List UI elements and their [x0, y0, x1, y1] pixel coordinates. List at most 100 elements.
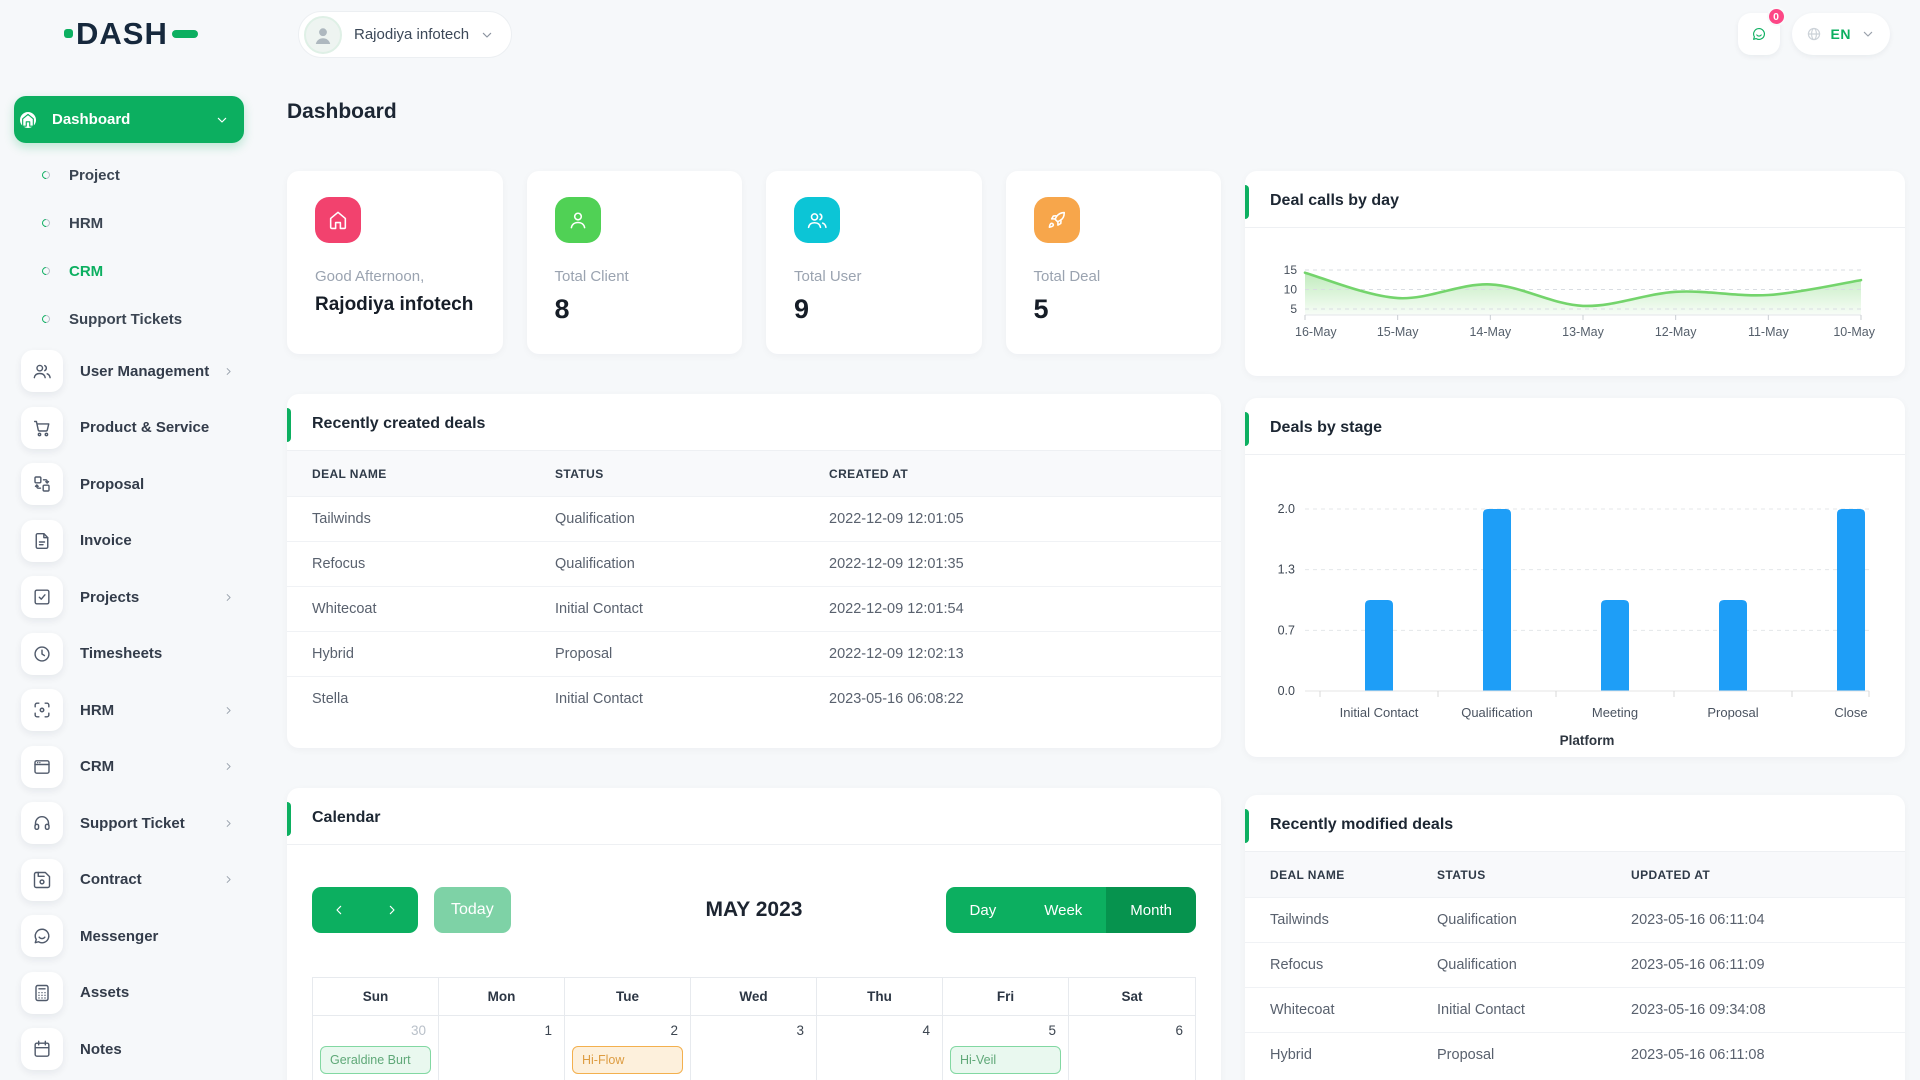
sidebar-item-support-ticket[interactable]: Support Ticket: [14, 795, 265, 852]
stat-card-value: 8: [554, 294, 570, 324]
date-cell: 2022-12-09 12:01:54: [829, 601, 964, 617]
sidebar-item-messenger[interactable]: Messenger: [14, 908, 265, 965]
headset-icon: [21, 802, 63, 845]
stat-card-label: Good Afternoon,: [315, 268, 425, 285]
sidebar-item-assets[interactable]: Assets: [14, 965, 265, 1022]
table-row: Hybrid Proposal 2022-12-09 12:02:13: [287, 631, 1221, 676]
calendar-day-number: 5: [1048, 1023, 1056, 1038]
sidebar-item-invoice[interactable]: Invoice: [14, 513, 265, 570]
sidebar-item-contract[interactable]: Contract: [14, 852, 265, 909]
calendar-today-button[interactable]: Today: [434, 887, 511, 933]
sidebar-item-label: User Management: [80, 362, 210, 380]
sidebar-subitem-hrm[interactable]: HRM: [14, 199, 265, 247]
stat-card-value: 5: [1033, 294, 1049, 324]
deal-name-cell: Whitecoat: [312, 601, 377, 617]
recently-created-deals-table: DEAL NAME STATUS CREATED AT Tailwinds Qualif…: [287, 451, 1221, 721]
chevron-right-icon: [222, 817, 235, 830]
card-title: Calendar: [312, 809, 381, 826]
company-name: Rajodiya infotech: [354, 26, 470, 43]
calendar-view-day-button[interactable]: Day: [945, 887, 1021, 933]
calendar-event[interactable]: Hi-Flow: [572, 1046, 683, 1074]
sidebar-item-product-service[interactable]: Product & Service: [14, 400, 265, 457]
sidebar-item-label: Support Ticket: [80, 814, 185, 832]
sidebar-subitem-support-tickets[interactable]: Support Tickets: [14, 295, 265, 343]
deal-calls-by-day-card: Deal calls by day 5 10 15 16-May 15-May 14-Ma…: [1245, 171, 1905, 376]
sidebar-subitem-crm[interactable]: CRM: [14, 247, 265, 295]
card-header: Recently created deals: [287, 394, 1221, 451]
chat-icon: [21, 915, 63, 958]
recently-modified-deals-card: Recently modified deals DEAL NAME STATUS U…: [1245, 795, 1905, 1080]
sidebar-item-projects[interactable]: Projects: [14, 569, 265, 626]
status-cell: Qualification: [555, 556, 635, 572]
status-cell: Initial Contact: [555, 691, 643, 707]
svg-text:10-May: 10-May: [1833, 325, 1875, 339]
language-selector[interactable]: EN: [1791, 13, 1890, 55]
invoice-icon: [21, 519, 63, 562]
bullet-icon: [40, 217, 52, 229]
table-row: Refocus Qualification 2023-05-16 06:11:09: [1245, 942, 1905, 987]
sidebar-item-label: Messenger: [80, 927, 159, 945]
main-content: Dashboard Good Afternoon, Rajodiya infote…: [287, 70, 1905, 1080]
calendar-day-cell[interactable]: 30 Geraldine Burt: [313, 1015, 439, 1080]
status-cell: Qualification: [1437, 957, 1517, 973]
column-header: CREATED AT: [829, 466, 909, 481]
calendar-weekday-row: Sun Mon Tue Wed Thu Fri Sat: [313, 978, 1195, 1015]
logo-dot-icon: [64, 29, 73, 38]
svg-text:5: 5: [1290, 302, 1297, 316]
calculator-icon: [21, 971, 63, 1014]
app-logo[interactable]: DASH: [64, 18, 198, 49]
sidebar-item-proposal[interactable]: Proposal: [14, 456, 265, 513]
recently-modified-deals-table: DEAL NAME STATUS UPDATED AT Tailwinds Qualif…: [1245, 852, 1905, 1077]
users-icon: [794, 197, 840, 243]
deal-name-cell: Tailwinds: [312, 511, 371, 527]
table-header-row: DEAL NAME STATUS UPDATED AT: [1245, 852, 1905, 897]
column-header: DEAL NAME: [1270, 867, 1345, 882]
sidebar-subitem-label: HRM: [69, 214, 104, 232]
calendar-day-cell[interactable]: 5 Hi-Veil: [943, 1015, 1069, 1080]
calendar-day-number: 4: [922, 1023, 930, 1038]
sidebar-item-label: Assets: [80, 984, 130, 1002]
chevron-right-icon: [222, 365, 235, 378]
calendar-event[interactable]: Geraldine Burt: [320, 1046, 431, 1074]
sidebar-item-hrm[interactable]: HRM: [14, 682, 265, 739]
calendar-view-month-button[interactable]: Month: [1106, 887, 1196, 933]
calendar-prev-button[interactable]: [312, 887, 365, 933]
messages-button[interactable]: 0: [1737, 7, 1786, 55]
sidebar-items: User Management Product & Service Proposal…: [14, 343, 265, 1078]
sidebar-item-crm[interactable]: CRM: [14, 739, 265, 796]
sidebar-item-dashboard[interactable]: Dashboard: [14, 96, 244, 143]
calendar-weekday: Fri: [943, 978, 1069, 1015]
deal-name-cell: Hybrid: [312, 646, 354, 662]
stat-card-label: Total Client: [554, 268, 629, 285]
recently-created-deals-card: Recently created deals DEAL NAME STATUS CR…: [287, 394, 1221, 748]
calendar-day-number: 2: [670, 1023, 678, 1038]
sidebar-subitem-project[interactable]: Project: [14, 151, 265, 199]
sidebar-item-user-management[interactable]: User Management: [14, 343, 265, 400]
bullet-icon: [40, 169, 52, 181]
sidebar-item-notes[interactable]: Notes: [14, 1021, 265, 1078]
calendar-day-cell[interactable]: 4: [817, 1015, 943, 1080]
calendar-next-button[interactable]: [365, 887, 418, 933]
company-selector[interactable]: Rajodiya infotech: [298, 11, 513, 58]
calendar-nav: [312, 887, 418, 933]
calendar-day-cell[interactable]: 3: [691, 1015, 817, 1080]
sidebar-subitem-label: CRM: [69, 262, 104, 280]
check-square-icon: [21, 576, 63, 619]
column-header: STATUS: [555, 466, 604, 481]
rocket-icon: [1033, 197, 1080, 243]
chevron-down-icon: [479, 27, 495, 43]
chevron-down-icon: [1860, 26, 1876, 42]
calendar-view-week-button[interactable]: Week: [1020, 887, 1107, 933]
sidebar-item-timesheets[interactable]: Timesheets: [14, 626, 265, 683]
svg-text:Close: Close: [1834, 705, 1867, 720]
calendar-event[interactable]: Hi-Veil: [950, 1046, 1061, 1074]
date-cell: 2022-12-09 12:01:35: [829, 556, 964, 572]
calendar-day-cell[interactable]: 2 Hi-Flow: [565, 1015, 691, 1080]
svg-text:Initial Contact: Initial Contact: [1340, 705, 1419, 720]
date-cell: 2022-12-09 12:01:05: [829, 511, 964, 527]
calendar-day-cell[interactable]: 6: [1069, 1015, 1195, 1080]
stat-card-total-client: Total Client 8: [526, 171, 742, 354]
card-title: Recently created deals: [312, 415, 486, 432]
calendar-day-cell[interactable]: 1: [439, 1015, 565, 1080]
calendar-toolbar: Today MAY 2023 Day Week Month: [287, 887, 1221, 933]
